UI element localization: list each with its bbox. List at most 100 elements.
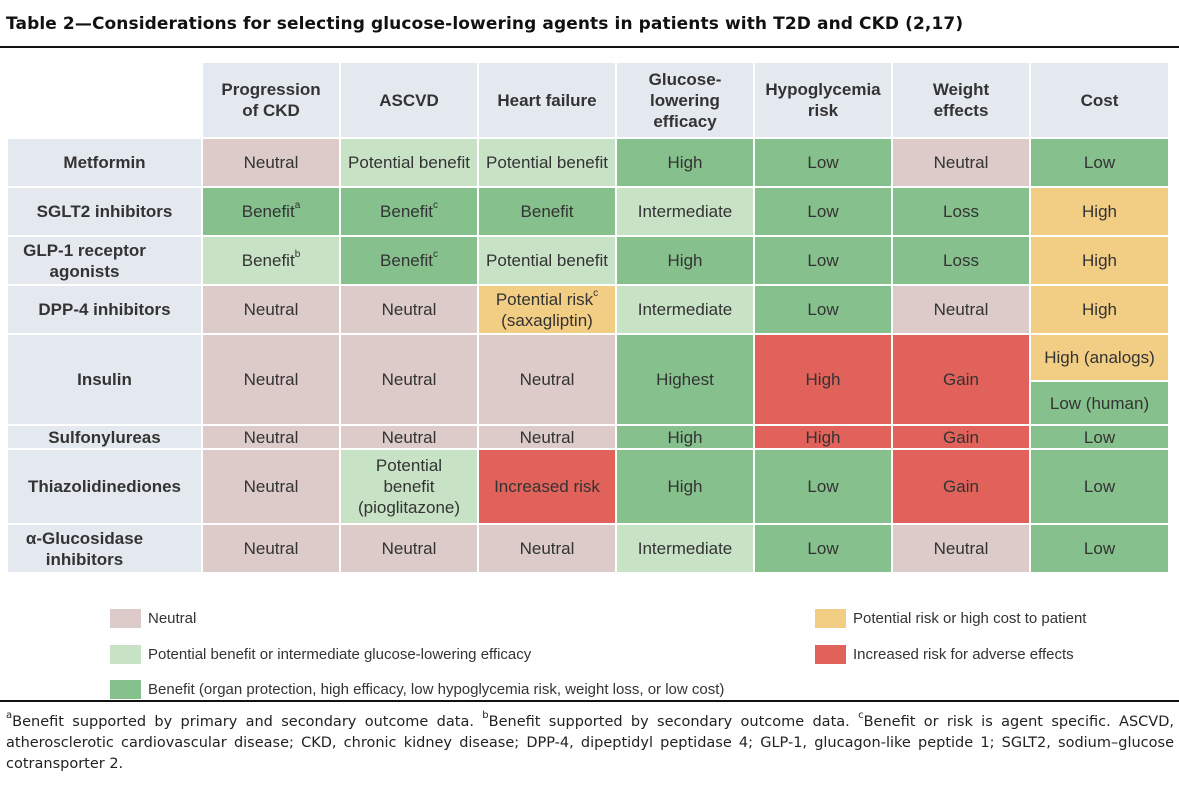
row-label: DPP-4 inhibitors [8,286,201,333]
cell-weight-effects: Gain [893,426,1029,448]
cell-text: Low [1083,477,1116,496]
cell-hypoglycemia-risk: Low [755,450,891,523]
cell-ascvd: Benefitc [341,188,477,235]
cell-text: Low [1083,427,1116,447]
table-row: Sulfonylureas Neutral Neutral Neutral High Hi… [8,426,1168,448]
cell-text: High [667,477,703,496]
cell-text: Loss [943,251,979,270]
cell-text: Benefit [241,251,295,270]
cell-cost: Low [1031,525,1168,572]
cell-text: High [667,427,703,447]
cell-weight-effects: Loss [893,237,1029,284]
col-header-glucose-lowering-efficacy: Glucose-lowering efficacy [617,63,753,137]
cell-glucose-efficacy: Intermediate [617,525,753,572]
legend-item: Potential benefit or intermediate glucos… [110,645,531,664]
table-title: Table 2—Considerations for selecting glu… [6,14,964,34]
cell-text: Low [807,202,839,221]
table-body: Metformin Neutral Potential benefit Potenti… [8,139,1168,572]
footnote-mark-c: c [858,710,864,722]
cell-text: High [1082,251,1117,270]
cell-text: Neutral [381,370,437,389]
row-label: Metformin [8,139,201,186]
cell-cost: High [1031,286,1168,333]
cell-text: Potential benefit [486,153,608,172]
legend-label: Increased risk for adverse effects [853,646,1074,663]
cell-text: Neutral [933,539,989,558]
bottom-rule [0,700,1179,702]
footnote-mark-a: a [6,710,13,722]
cell-text: Benefit [380,202,433,221]
col-header-weight-effects: Weight effects [893,63,1029,137]
cell-text: Neutral [243,477,299,496]
footnote-marker: c [432,249,438,261]
legend-swatch [110,645,141,664]
cell-text: Highest [656,370,714,389]
legend-label: Neutral [148,610,197,627]
footnote-marker: c [593,287,599,299]
table-row: α-Glucosidase inhibitors Neutral Neutral Ne… [8,525,1168,572]
cell-text: Neutral [381,427,437,447]
cell-cost: Low [1031,139,1168,186]
cell-text: Gain [943,427,979,447]
cell-ascvd: Neutral [341,286,477,333]
cell-weight-effects: Neutral [893,525,1029,572]
cell-text: Benefit [241,202,295,221]
cell-heart-failure: Neutral [479,426,615,448]
cell-text: Neutral [933,300,989,319]
cell-text: Neutral [243,539,299,558]
cell-weight-effects: Gain [893,450,1029,523]
legend-swatch [815,645,846,664]
cell-ascvd: Neutral [341,426,477,448]
footnote-mark-b: b [482,710,489,722]
cell-text: Loss [943,202,979,221]
legend-item: Neutral [110,609,196,628]
cell-ckd-progression: Neutral [203,426,339,448]
cell-text: Low [807,477,839,496]
footnote-c-text: Benefit or risk is agent specific. ASCVD… [6,714,1174,772]
cell-text: Intermediate [637,539,733,558]
cell-glucose-efficacy: High [617,450,753,523]
cell-text: Potential benefit [486,251,608,270]
cell-text: High [1082,202,1117,221]
cell-text: Low [807,300,839,319]
cell-cost: High [1031,237,1168,284]
cell-text: Neutral [243,427,299,447]
legend-item: Benefit (organ protection, high efficacy… [110,680,724,699]
cell-text: High [805,427,841,447]
legend-label: Benefit (organ protection, high efficacy… [148,681,725,698]
cell-subtext: (saxagliptin) [501,310,593,330]
footnote-a-text: Benefit supported by primary and seconda… [12,714,483,730]
cell-heart-failure: Potential benefit [479,139,615,186]
cell-hypoglycemia-risk: High [755,426,891,448]
table-row: Insulin Neutral Neutral Neutral Highest High G… [8,335,1168,424]
cell-hypoglycemia-risk: Low [755,286,891,333]
legend-swatch [110,609,141,628]
legend-item: Potential risk or high cost to patient [815,609,1086,628]
cell-text: Low [1083,153,1116,172]
cell-text: Neutral [381,539,437,558]
row-label: Sulfonylureas [8,426,201,448]
cell-text: Neutral [243,153,299,172]
cell-hypoglycemia-risk: Low [755,237,891,284]
row-label: Insulin [8,335,201,424]
cell-text: High [667,251,703,270]
cell-text: High [805,370,841,389]
cell-weight-effects: Neutral [893,139,1029,186]
table-row: DPP-4 inhibitors Neutral Neutral Potential … [8,286,1168,333]
cell-text: Intermediate [637,202,733,221]
row-label: SGLT2 inhibitors [8,188,201,235]
table-row: GLP-1 receptor agonists Benefitb Benefitc P… [8,237,1168,284]
legend-label: Potential benefit or intermediate glucos… [148,646,532,663]
cell-ascvd: Benefitc [341,237,477,284]
legend-item: Increased risk for adverse effects [815,645,1074,664]
cell-ascvd: Neutral [341,525,477,572]
cell-text: Increased risk [494,477,600,496]
col-header-ascvd: ASCVD [341,63,477,137]
row-label: Thiazolidinediones [8,450,201,523]
cell-ckd-progression: Neutral [203,450,339,523]
cell-text: Low [807,539,839,558]
table-row: SGLT2 inhibitors Benefita Benefitc Benefit I… [8,188,1168,235]
cell-glucose-efficacy: High [617,426,753,448]
cell-heart-failure: Potential benefit [479,237,615,284]
cell-text: Gain [943,370,979,389]
